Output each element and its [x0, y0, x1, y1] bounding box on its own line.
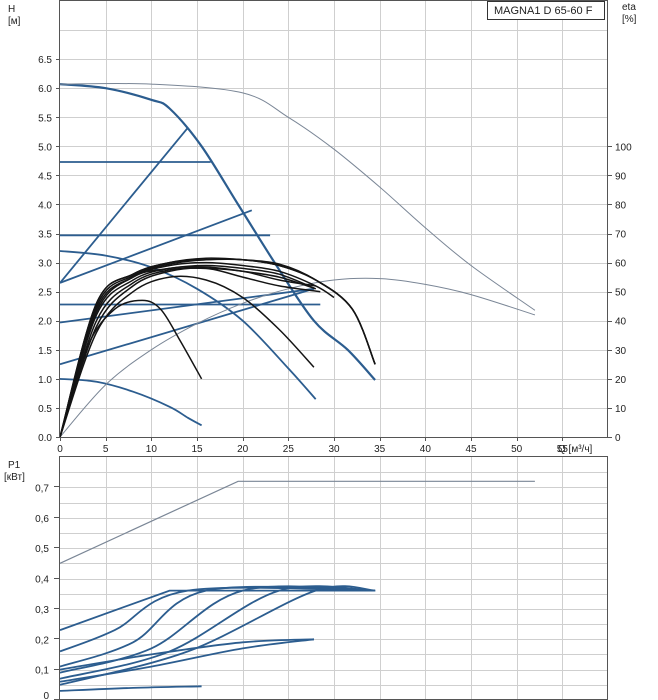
- power-curve: [59, 585, 376, 680]
- head-tick-label: 6.5: [38, 55, 52, 66]
- flow-tick-label: 25: [283, 444, 295, 455]
- head-axis-unit: [м]: [8, 16, 21, 27]
- head-curve: [59, 82, 536, 311]
- power-curve: [59, 585, 376, 674]
- flow-tick-label: 10: [146, 444, 158, 455]
- efficiency-tick-label: 70: [615, 230, 627, 241]
- head-tick-label: 2.5: [38, 288, 52, 299]
- efficiency-curve: [59, 257, 376, 438]
- flow-tick-label: 5: [103, 444, 109, 455]
- flow-tick-label: 45: [465, 444, 477, 455]
- power-axis-unit: [кВт]: [4, 472, 25, 483]
- power-axis-label: P1: [8, 460, 21, 471]
- flow-tick-label: 50: [511, 444, 523, 455]
- head-tick-label: 0.5: [38, 404, 52, 415]
- head-plot-series: [59, 82, 536, 438]
- efficiency-curve: [59, 258, 376, 438]
- power-tick-label: 0,7: [35, 483, 49, 494]
- head-curve: [59, 378, 203, 427]
- flow-tick-label: 0: [57, 444, 63, 455]
- flow-tick-label: 35: [374, 444, 386, 455]
- flow-axis-label: Q [м³/ч]: [558, 444, 593, 455]
- power-curve: [59, 638, 315, 683]
- control-line: [59, 287, 315, 366]
- head-tick-label: 2.0: [38, 317, 52, 328]
- head-tick-label: 4.5: [38, 171, 52, 182]
- head-curve: [59, 250, 317, 400]
- control-line: [59, 127, 189, 284]
- power-curve: [59, 586, 376, 653]
- efficiency-tick-label: 100: [615, 142, 632, 153]
- efficiency-tick-label: 90: [615, 171, 627, 182]
- flow-tick-label: 20: [237, 444, 249, 455]
- power-tick-label: 0,2: [35, 635, 49, 646]
- model-label-box: MAGNA1 D 65-60 F: [487, 1, 605, 20]
- flow-tick-label: 40: [420, 444, 432, 455]
- efficiency-max-curve: [59, 277, 536, 438]
- flow-tick-label: 55: [557, 444, 569, 455]
- power-curve: [59, 638, 314, 671]
- power-curve: [59, 589, 376, 631]
- head-tick-label: 1.0: [38, 375, 52, 386]
- power-tick-label: 0,4: [35, 575, 49, 586]
- head-tick-label: 3.5: [38, 230, 52, 241]
- efficiency-axis-unit: [%]: [622, 14, 637, 25]
- efficiency-curve: [59, 275, 315, 438]
- power-plot-ticks: 0 0,1 0,2 0,3 0,4 0,5 0,6 0,7: [35, 483, 60, 700]
- head-tick-label: 4.0: [38, 200, 52, 211]
- power-curve: [59, 480, 535, 564]
- head-plot-ticks: 0.0 0.5 1.0 1.5 2.0 2.5 3.0 3.5 4.0 4.5 5.0 5.5 6.0 6…: [38, 55, 632, 455]
- power-tick-label: 0,1: [35, 666, 49, 677]
- head-tick-label: 0.0: [38, 433, 52, 444]
- power-tick-label: 0,6: [35, 514, 49, 525]
- model-label: MAGNA1 D 65-60 F: [494, 5, 593, 17]
- power-tick-label: 0,3: [35, 605, 49, 616]
- head-plot-frame: [59, 0, 608, 438]
- efficiency-curve: [59, 267, 316, 438]
- power-curve: [59, 685, 202, 692]
- efficiency-tick-label: 50: [615, 288, 627, 299]
- efficiency-tick-label: 60: [615, 259, 627, 270]
- efficiency-tick-label: 0: [615, 433, 621, 444]
- flow-tick-label: 30: [328, 444, 340, 455]
- efficiency-tick-label: 40: [615, 317, 627, 328]
- head-tick-label: 5.0: [38, 142, 52, 153]
- power-plot-series: [59, 480, 535, 692]
- efficiency-tick-label: 10: [615, 404, 627, 415]
- control-line: [59, 209, 253, 284]
- efficiency-curve: [59, 261, 335, 438]
- efficiency-tick-label: 80: [615, 200, 627, 211]
- power-curve: [59, 585, 376, 668]
- power-plot-frame: [59, 456, 608, 700]
- efficiency-curve: [59, 264, 316, 438]
- efficiency-axis-label: eta: [622, 2, 636, 13]
- head-curve: [59, 83, 376, 381]
- efficiency-tick-label: 30: [615, 346, 627, 357]
- head-plot-grid: [60, 1, 608, 437]
- power-tick-label: 0: [43, 691, 49, 700]
- power-plot-grid: [60, 457, 608, 700]
- power-tick-label: 0,5: [35, 544, 49, 555]
- head-axis-label: H: [8, 4, 15, 15]
- head-tick-label: 3.0: [38, 259, 52, 270]
- head-tick-label: 1.5: [38, 346, 52, 357]
- flow-tick-label: 15: [191, 444, 203, 455]
- efficiency-tick-label: 20: [615, 375, 627, 386]
- head-tick-label: 5.5: [38, 113, 52, 124]
- head-tick-label: 6.0: [38, 84, 52, 95]
